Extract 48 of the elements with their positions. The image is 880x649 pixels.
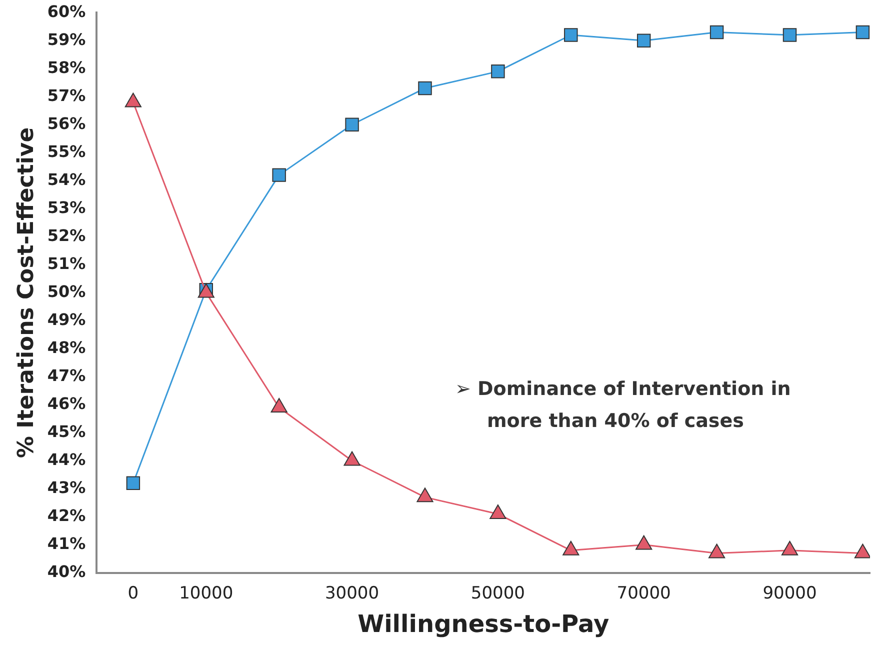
point — [270, 398, 288, 413]
x-tick-label: 0 — [128, 583, 139, 604]
y-tick-label: 50% — [47, 282, 86, 301]
point — [782, 28, 797, 42]
x-tick-label: 30000 — [324, 583, 380, 604]
y-tick-label: 45% — [47, 422, 86, 441]
y-tick-label: 53% — [47, 198, 86, 217]
point — [710, 25, 724, 40]
y-tick-label: 55% — [47, 142, 86, 161]
point — [636, 535, 652, 550]
x-tick-label: 10000 — [179, 583, 234, 604]
x-tick-label: 90000 — [762, 583, 817, 604]
y-tick-label: 52% — [47, 226, 86, 245]
y-axis-title: % Iterations Cost-Effective — [14, 127, 39, 458]
y-tick-label: 56% — [47, 114, 86, 133]
point — [562, 540, 580, 556]
y-tick-label: 57% — [47, 86, 86, 105]
x-tick-label: 70000 — [616, 583, 671, 604]
point — [856, 25, 870, 40]
y-tick-label: 58% — [47, 58, 86, 77]
y-tick-label: 44% — [47, 450, 86, 469]
x-tick-label: 50000 — [470, 583, 525, 604]
y-tick-label: 41% — [47, 534, 86, 553]
y-tick-label: 59% — [47, 30, 86, 49]
point — [854, 544, 870, 558]
point — [416, 488, 434, 502]
y-tick-label: 47% — [47, 366, 86, 385]
point — [491, 64, 505, 78]
y-tick-label: 43% — [47, 478, 86, 497]
y-tick-label: 48% — [47, 338, 86, 357]
annotation: ➢ Dominance of Intervention in more than 40% of cases — [455, 378, 791, 432]
point — [345, 118, 359, 132]
point — [636, 34, 651, 48]
y-tick-label: 60% — [47, 2, 86, 21]
y-tick-label: 54% — [47, 170, 86, 189]
point — [490, 504, 506, 519]
point — [564, 28, 578, 42]
y-tick-label: 49% — [47, 310, 86, 329]
y-tick-label: 51% — [47, 254, 86, 273]
point — [344, 451, 360, 466]
y-tick-label: 40% — [47, 562, 86, 581]
point — [781, 540, 798, 556]
point — [272, 168, 286, 182]
point — [418, 81, 432, 96]
point — [708, 544, 726, 558]
y-tick-label: 42% — [47, 506, 86, 525]
x-axis-title: Willingness-to-Pay — [358, 610, 610, 638]
y-tick-label: 46% — [47, 394, 86, 413]
